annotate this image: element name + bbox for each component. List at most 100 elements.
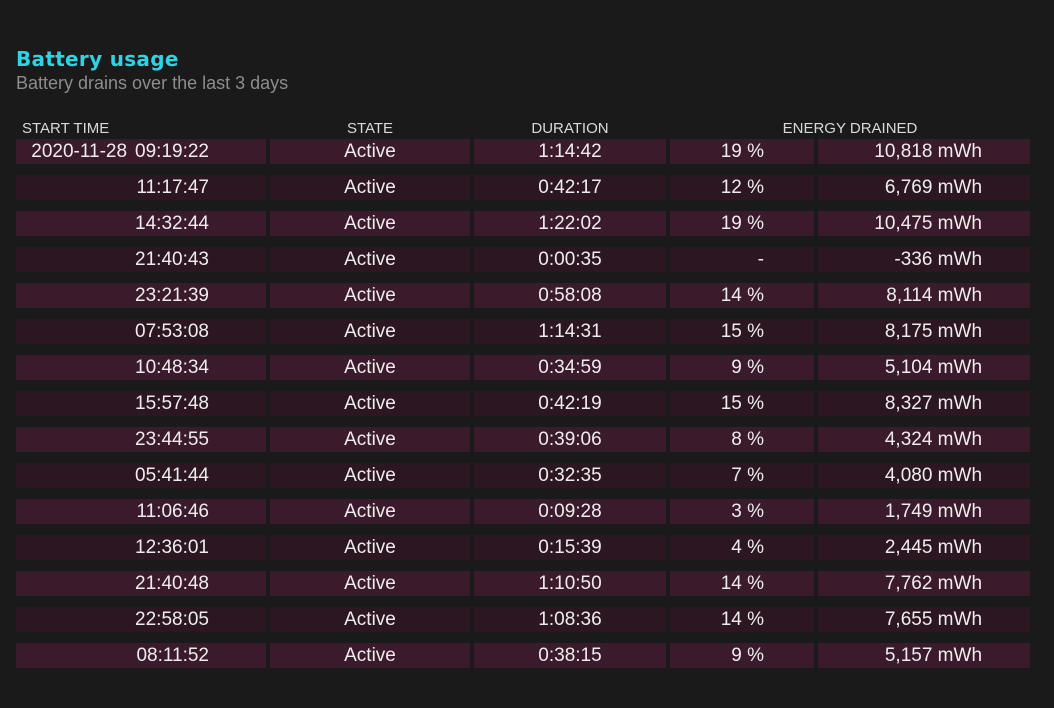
- table-row: 14:32:44 Active 1:22:02 19 % 10,475 mWh: [16, 211, 1031, 247]
- cell-start-time: 05:41:44: [16, 463, 266, 499]
- cell-duration: 0:34:59: [474, 355, 666, 391]
- cell-state: Active: [270, 355, 470, 391]
- table-row: 15:57:48 Active 0:42:19 15 % 8,327 mWh: [16, 391, 1031, 427]
- cell-energy-drained: 10,475 mWh: [818, 211, 1031, 247]
- cell-percent-drained: 9 %: [670, 643, 814, 668]
- cell-start-time: 12:36:01: [16, 535, 266, 571]
- section-title: Battery usage: [16, 47, 179, 71]
- start-time: 21:40:43: [135, 248, 209, 270]
- cell-energy-drained: 4,080 mWh: [818, 463, 1031, 499]
- cell-energy-drained: 6,769 mWh: [818, 175, 1031, 211]
- cell-energy-drained: 7,762 mWh: [818, 571, 1031, 607]
- column-header-state: STATE: [346, 120, 394, 137]
- cell-start-time: 21:40:43: [16, 247, 266, 283]
- cell-energy-drained: 10,818 mWh: [818, 139, 1031, 175]
- cell-start-time: 23:21:39: [16, 283, 266, 319]
- start-time: 23:44:55: [135, 428, 209, 450]
- column-header-duration: DURATION: [531, 120, 609, 137]
- start-date: 2020-11-28: [31, 140, 128, 162]
- start-time: 22:58:05: [135, 608, 209, 630]
- table-row: 10:48:34 Active 0:34:59 9 % 5,104 mWh: [16, 355, 1031, 391]
- cell-energy-drained: 8,327 mWh: [818, 391, 1031, 427]
- cell-energy-drained: 1,749 mWh: [818, 499, 1031, 535]
- cell-percent-drained: 19 %: [670, 211, 814, 247]
- table-row: 11:17:47 Active 0:42:17 12 % 6,769 mWh: [16, 175, 1031, 211]
- cell-start-time: 08:11:52: [16, 643, 266, 668]
- cell-percent-drained: 7 %: [670, 463, 814, 499]
- cell-percent-drained: 12 %: [670, 175, 814, 211]
- cell-duration: 0:39:06: [474, 427, 666, 463]
- cell-start-time: 21:40:48: [16, 571, 266, 607]
- table-row: 23:44:55 Active 0:39:06 8 % 4,324 mWh: [16, 427, 1031, 463]
- cell-duration: 1:10:50: [474, 571, 666, 607]
- cell-state: Active: [270, 247, 470, 283]
- cell-duration: 0:32:35: [474, 463, 666, 499]
- cell-percent-drained: 3 %: [670, 499, 814, 535]
- cell-percent-drained: 4 %: [670, 535, 814, 571]
- table-row: 2020-11-28 09:19:22 Active 1:14:42 19 % 10,81…: [16, 139, 1031, 175]
- battery-drain-table: START TIME STATE DURATION ENERGY DRAINED…: [12, 117, 1034, 668]
- cell-duration: 0:09:28: [474, 499, 666, 535]
- cell-energy-drained: 7,655 mWh: [818, 607, 1031, 643]
- battery-usage-report: Battery usage Battery drains over the la…: [16, 46, 1032, 668]
- column-header-start-time: START TIME: [22, 120, 110, 137]
- cell-duration: 1:14:31: [474, 319, 666, 355]
- start-time: 07:53:08: [135, 320, 209, 342]
- cell-percent-drained: 19 %: [670, 139, 814, 175]
- cell-state: Active: [270, 175, 470, 211]
- table-row: 22:58:05 Active 1:08:36 14 % 7,655 mWh: [16, 607, 1031, 643]
- cell-percent-drained: 9 %: [670, 355, 814, 391]
- cell-state: Active: [270, 643, 470, 668]
- cell-start-time: 11:17:47: [16, 175, 266, 211]
- cell-duration: 0:42:17: [474, 175, 666, 211]
- cell-percent-drained: 14 %: [670, 283, 814, 319]
- start-time: 23:21:39: [135, 284, 209, 306]
- cell-state: Active: [270, 463, 470, 499]
- cell-start-time: 11:06:46: [16, 499, 266, 535]
- table-row: 11:06:46 Active 0:09:28 3 % 1,749 mWh: [16, 499, 1031, 535]
- cell-state: Active: [270, 607, 470, 643]
- table-row: 05:41:44 Active 0:32:35 7 % 4,080 mWh: [16, 463, 1031, 499]
- cell-state: Active: [270, 139, 470, 175]
- cell-duration: 0:38:15: [474, 643, 666, 668]
- start-time: 21:40:48: [135, 572, 209, 594]
- start-time: 12:36:01: [135, 536, 209, 558]
- cell-start-time: 15:57:48: [16, 391, 266, 427]
- cell-percent-drained: -: [670, 247, 814, 283]
- table-row: 21:40:48 Active 1:10:50 14 % 7,762 mWh: [16, 571, 1031, 607]
- start-time: 14:32:44: [135, 212, 209, 234]
- cell-percent-drained: 8 %: [670, 427, 814, 463]
- cell-energy-drained: 4,324 mWh: [818, 427, 1031, 463]
- start-time: 15:57:48: [135, 392, 209, 414]
- cell-duration: 0:00:35: [474, 247, 666, 283]
- cell-energy-drained: 5,104 mWh: [818, 355, 1031, 391]
- cell-percent-drained: 14 %: [670, 571, 814, 607]
- table-body: 2020-11-28 09:19:22 Active 1:14:42 19 % 10,81…: [16, 139, 1031, 668]
- cell-start-time: 2020-11-28 09:19:22: [16, 139, 266, 175]
- cell-state: Active: [270, 571, 470, 607]
- start-time: 11:17:47: [136, 176, 209, 198]
- table-row: 07:53:08 Active 1:14:31 15 % 8,175 mWh: [16, 319, 1031, 355]
- cell-percent-drained: 15 %: [670, 319, 814, 355]
- cell-percent-drained: 15 %: [670, 391, 814, 427]
- cell-state: Active: [270, 499, 470, 535]
- start-time: 10:48:34: [135, 356, 209, 378]
- cell-percent-drained: 14 %: [670, 607, 814, 643]
- table-row: 12:36:01 Active 0:15:39 4 % 2,445 mWh: [16, 535, 1031, 571]
- cell-state: Active: [270, 427, 470, 463]
- cell-energy-drained: 8,175 mWh: [818, 319, 1031, 355]
- cell-state: Active: [270, 211, 470, 247]
- cell-energy-drained: 5,157 mWh: [818, 643, 1031, 668]
- table-row: 23:21:39 Active 0:58:08 14 % 8,114 mWh: [16, 283, 1031, 319]
- start-time: 05:41:44: [135, 464, 209, 486]
- start-time: 09:19:22: [135, 140, 209, 162]
- cell-start-time: 23:44:55: [16, 427, 266, 463]
- cell-state: Active: [270, 391, 470, 427]
- section-subtitle: Battery drains over the last 3 days: [16, 73, 289, 93]
- cell-duration: 1:08:36: [474, 607, 666, 643]
- table-row: 08:11:52 Active 0:38:15 9 % 5,157 mWh: [16, 643, 1031, 668]
- cell-start-time: 07:53:08: [16, 319, 266, 355]
- table-header-row: START TIME STATE DURATION ENERGY DRAINED: [16, 117, 1030, 139]
- cell-start-time: 14:32:44: [16, 211, 266, 247]
- cell-start-time: 10:48:34: [16, 355, 266, 391]
